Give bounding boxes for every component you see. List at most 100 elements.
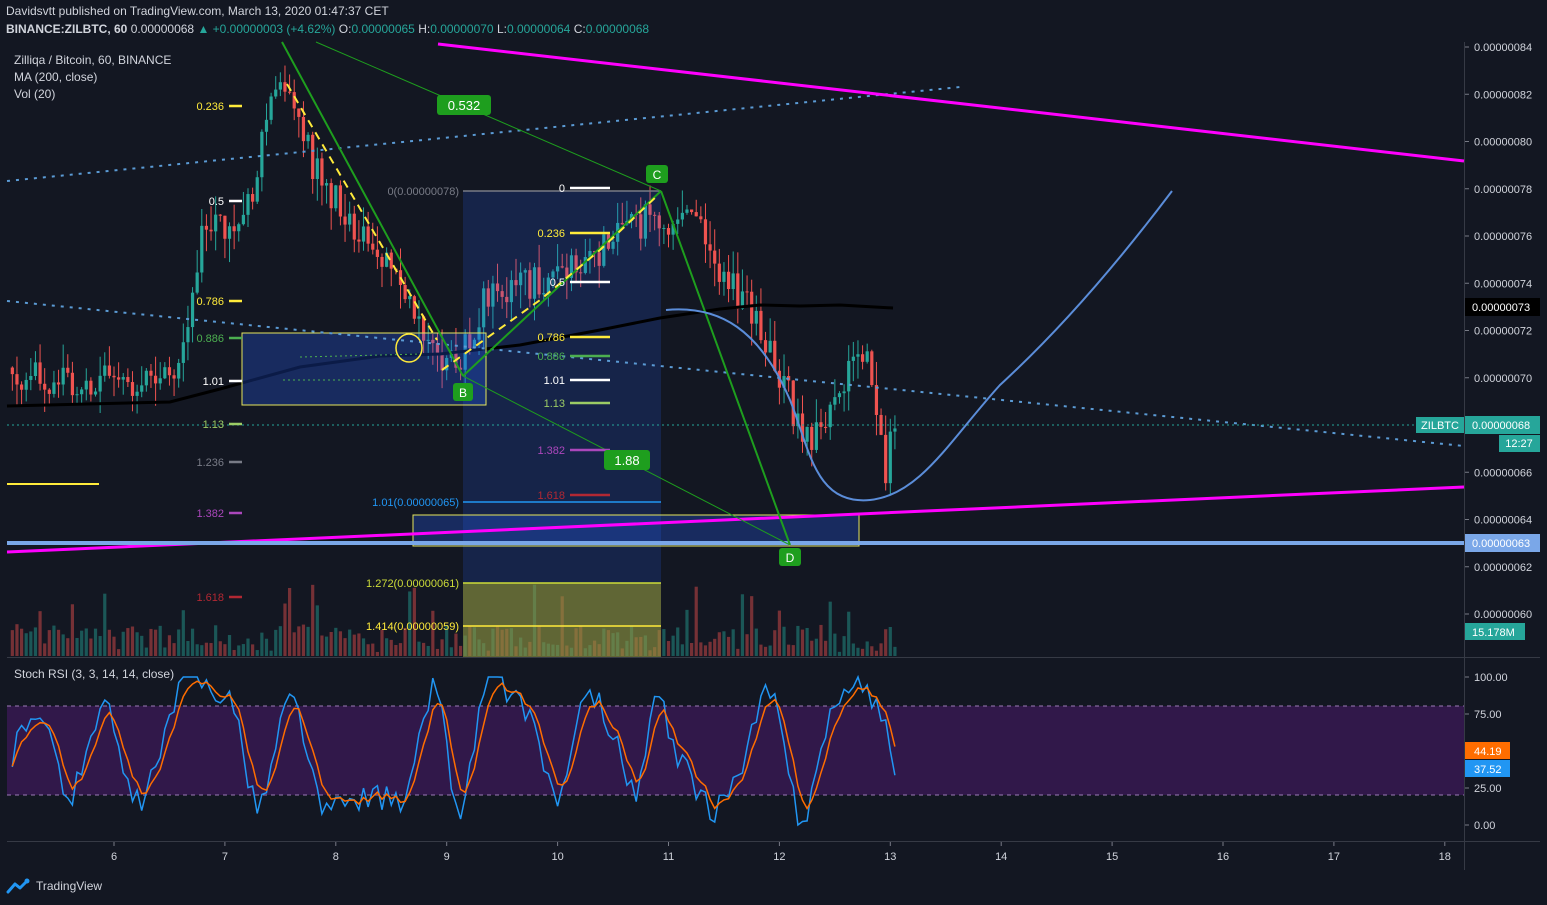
candle	[556, 244, 560, 280]
ratio-badge-bd: 1.88	[614, 453, 639, 468]
candle	[320, 152, 324, 206]
candle	[486, 279, 490, 317]
candle	[371, 222, 375, 255]
candle	[269, 92, 273, 125]
volume-bar	[153, 629, 158, 656]
candle	[856, 340, 860, 379]
volume-bar	[787, 644, 791, 656]
candle	[52, 370, 56, 398]
candle	[135, 384, 139, 414]
volume-bar	[246, 638, 250, 656]
volume-bar	[117, 649, 121, 656]
candle	[717, 248, 721, 295]
symbol-name[interactable]: BINANCE:ZILBTC, 60	[6, 22, 128, 36]
volume-bar	[722, 631, 726, 656]
candle	[828, 401, 832, 440]
close-value: 0.00000068	[585, 22, 650, 36]
footer-brand[interactable]: TradingView	[6, 878, 102, 894]
legend-vol[interactable]: Vol (20)	[14, 87, 56, 101]
volume-bar	[842, 636, 846, 656]
candle	[246, 188, 250, 228]
candle	[181, 323, 185, 382]
volume-bar	[380, 629, 384, 656]
volume-bar	[731, 629, 735, 656]
candle	[149, 364, 153, 388]
volume-bar	[237, 645, 241, 656]
price-tick-10: 0.00000062	[1474, 562, 1532, 574]
candle	[287, 74, 292, 95]
volume-bar	[292, 632, 296, 656]
fib-retracement-left: 0.236 0.5 0.786 0.886 1.01 1.13 1.236 1.382 1.61…	[196, 101, 242, 604]
ma-value-tag: 0.00000073	[1472, 302, 1530, 314]
volume-bar	[255, 650, 259, 656]
highlight-ellipse	[395, 333, 423, 363]
fib-mid-label-3: 0.786	[537, 332, 565, 344]
volume-bar	[130, 626, 135, 656]
fib-mid-label-4: 0.886	[537, 351, 565, 363]
candle	[583, 238, 587, 275]
volume-bar	[112, 636, 116, 656]
candle	[357, 220, 361, 253]
volume-bar	[426, 645, 430, 656]
volume-bar	[856, 647, 860, 656]
volume-bar	[103, 593, 107, 656]
volume-bar	[80, 630, 84, 656]
volume-bar	[777, 610, 781, 656]
candle	[874, 361, 879, 436]
volume-bar	[93, 628, 98, 656]
volume-bar	[181, 610, 185, 656]
candle	[726, 255, 731, 303]
volume-bar	[352, 634, 356, 656]
candle	[260, 129, 264, 192]
candle	[190, 287, 195, 343]
volume-bar	[703, 645, 708, 656]
candle	[33, 351, 38, 381]
candle	[311, 131, 315, 194]
candle	[389, 249, 393, 287]
candle	[241, 191, 245, 226]
volume-bar	[70, 604, 75, 656]
candle	[782, 354, 786, 404]
candle	[89, 377, 93, 402]
volume-bar	[680, 644, 684, 656]
candle	[158, 362, 162, 390]
volume-bar	[389, 639, 393, 656]
candle	[278, 72, 282, 97]
stoch-axis: 100.00 75.00 25.00 0.00	[1465, 672, 1508, 832]
symbol-ohlc-line: BINANCE:ZILBTC, 60 0.00000068 ▲ +0.00000…	[6, 22, 649, 36]
volume-bar	[320, 635, 324, 656]
candle	[708, 221, 712, 269]
dotted-trendline-upper	[6, 86, 961, 182]
price-tick-7: 0.00000070	[1474, 373, 1532, 385]
fib-mid-label-8: 1.618	[537, 490, 565, 502]
legend-ma[interactable]: MA (200, close)	[14, 70, 98, 84]
legend-pair[interactable]: Zilliqa / Bitcoin, 60, BINANCE	[14, 53, 172, 67]
volume-bar	[431, 610, 435, 656]
legend-stoch[interactable]: Stoch RSI (3, 3, 14, 14, close)	[14, 667, 175, 681]
point-label-b: B	[459, 386, 467, 400]
fib-mid-label-1: 0.236	[537, 228, 565, 240]
candle	[343, 194, 347, 242]
volume-bar	[260, 632, 264, 656]
candle	[80, 387, 84, 406]
volume-bar	[24, 633, 28, 656]
candle	[551, 269, 555, 289]
candle	[177, 358, 181, 388]
stoch-d-line	[11, 680, 896, 811]
candle	[505, 277, 509, 319]
candle	[283, 65, 287, 102]
volume-bar	[167, 635, 172, 656]
candle	[819, 408, 823, 440]
candle	[130, 371, 135, 412]
price-pane[interactable]	[7, 42, 1464, 657]
volume-bar	[773, 630, 777, 656]
candle	[699, 206, 703, 224]
fib-mid-label-0: 0	[559, 183, 565, 195]
volume-bar	[870, 646, 874, 656]
candle	[264, 103, 269, 146]
volume-bar	[800, 629, 805, 656]
candle	[329, 178, 333, 230]
candle	[251, 187, 255, 210]
candle	[620, 202, 624, 225]
